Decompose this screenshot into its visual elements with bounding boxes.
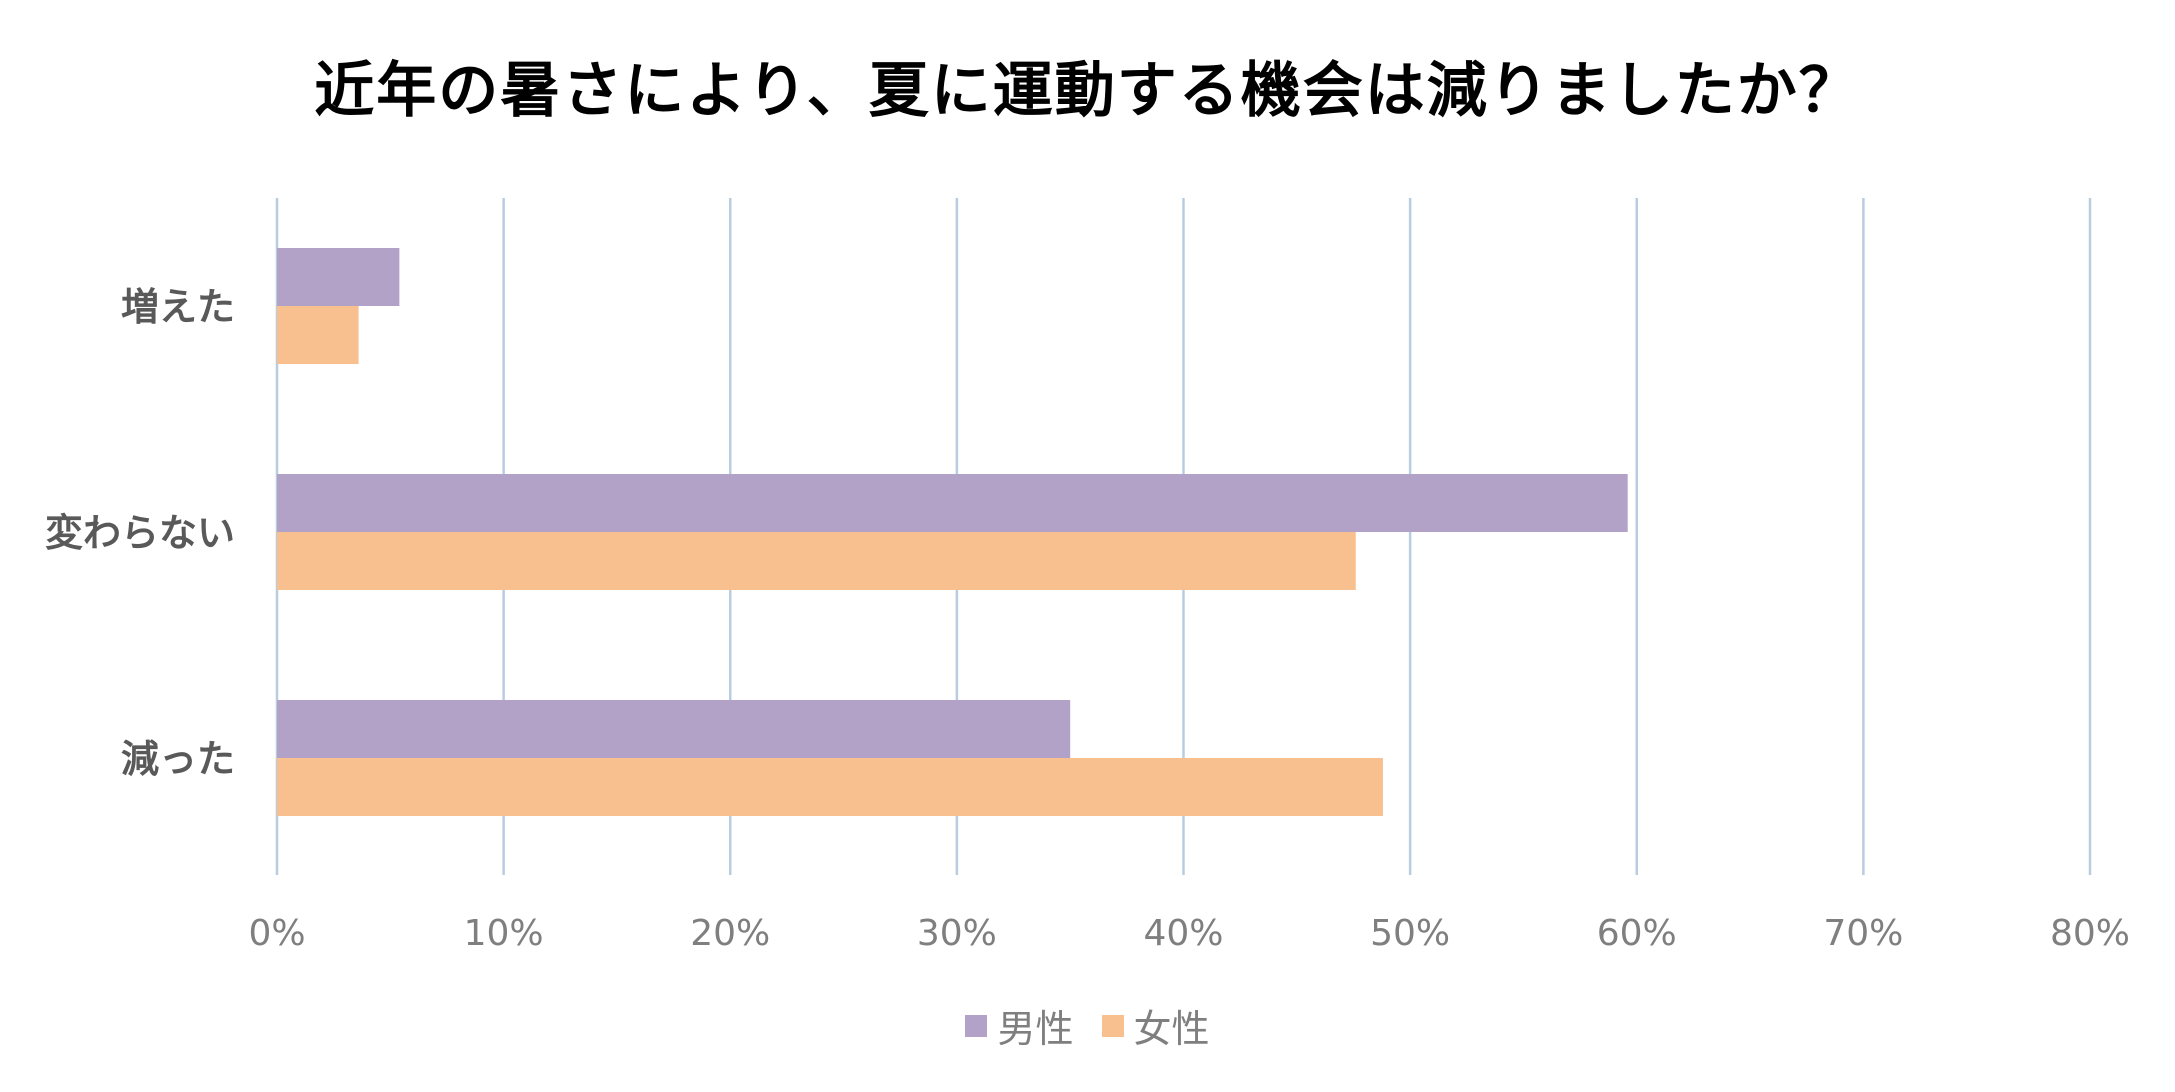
legend-swatch-series-1 (965, 1014, 988, 1037)
category-label: 変わらない (45, 511, 235, 555)
x-tick-label: 0% (248, 913, 305, 954)
bar-series-2-category-1 (277, 306, 359, 364)
legend-item-series-1: 男性 (965, 998, 1074, 1053)
chart-title: 近年の暑さにより、夏に運動する機会は減りましたか？ (314, 56, 1861, 126)
legend-label-series-1: 男性 (997, 1007, 1074, 1051)
bar-series-2-category-3 (277, 758, 1383, 816)
x-tick-label: 30% (917, 913, 997, 954)
bar-series-2-category-2 (277, 532, 1356, 590)
category-label: 増えた (121, 285, 235, 329)
x-tick-label: 50% (1370, 913, 1450, 954)
bar-series-1-category-2 (277, 474, 1628, 532)
category-label: 減った (121, 737, 235, 781)
x-tick-label: 40% (1143, 913, 1223, 954)
x-tick-label: 60% (1597, 913, 1677, 954)
x-tick-label: 70% (1823, 913, 1903, 954)
legend-label-series-2: 女性 (1133, 1007, 1210, 1051)
legend-item-series-2: 女性 (1101, 998, 1210, 1053)
bar-series-1-category-1 (277, 248, 400, 306)
x-tick-label: 20% (690, 913, 770, 954)
bar-series-1-category-3 (277, 700, 1071, 758)
legend-swatch-series-2 (1101, 1014, 1124, 1037)
x-tick-label: 10% (464, 913, 544, 954)
x-tick-label: 80% (2050, 913, 2130, 954)
legend: 男性 女性 (0, 998, 2175, 1053)
